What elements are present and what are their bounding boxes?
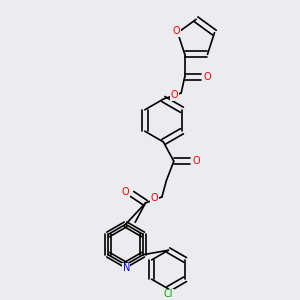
Text: O: O [122,187,129,196]
Text: O: O [192,156,200,166]
Text: Cl: Cl [164,289,173,299]
Text: O: O [172,26,180,36]
Text: O: O [151,194,158,203]
Text: O: O [171,90,178,100]
Text: O: O [203,72,211,82]
Text: N: N [122,263,130,273]
